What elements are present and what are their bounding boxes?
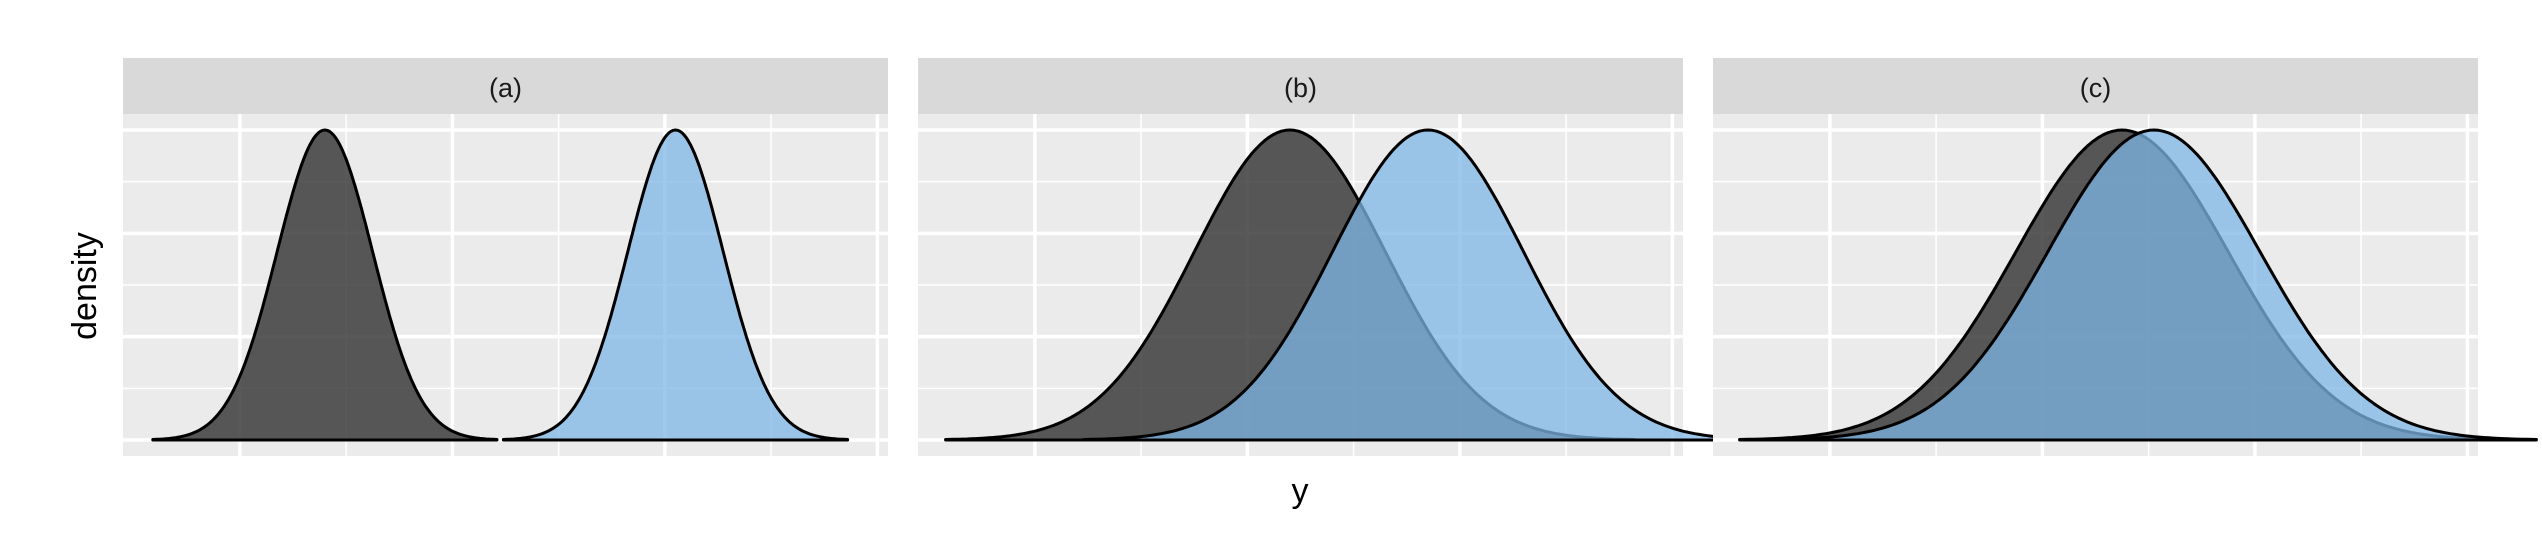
facet-panel-a: (a) bbox=[123, 58, 888, 456]
y-axis-title: density bbox=[66, 232, 104, 340]
strip-background-c bbox=[1713, 58, 2478, 114]
density-curve-a-dark bbox=[151, 128, 499, 442]
strip-background-b bbox=[918, 58, 1683, 114]
facet-label-b: (b) bbox=[1284, 73, 1317, 103]
facet-panel-b: (b) bbox=[918, 58, 1774, 456]
facet-panel-c: (c) bbox=[1713, 58, 2538, 456]
density-curve-a-blue bbox=[501, 128, 850, 442]
facet-label-a: (a) bbox=[489, 73, 522, 103]
strip-background-a bbox=[123, 58, 888, 114]
facet-label-c: (c) bbox=[2080, 73, 2111, 103]
x-axis-title: y bbox=[1292, 472, 1309, 510]
density-curve-b-blue bbox=[1082, 128, 1774, 442]
density-curve-c-blue bbox=[1769, 128, 2538, 442]
